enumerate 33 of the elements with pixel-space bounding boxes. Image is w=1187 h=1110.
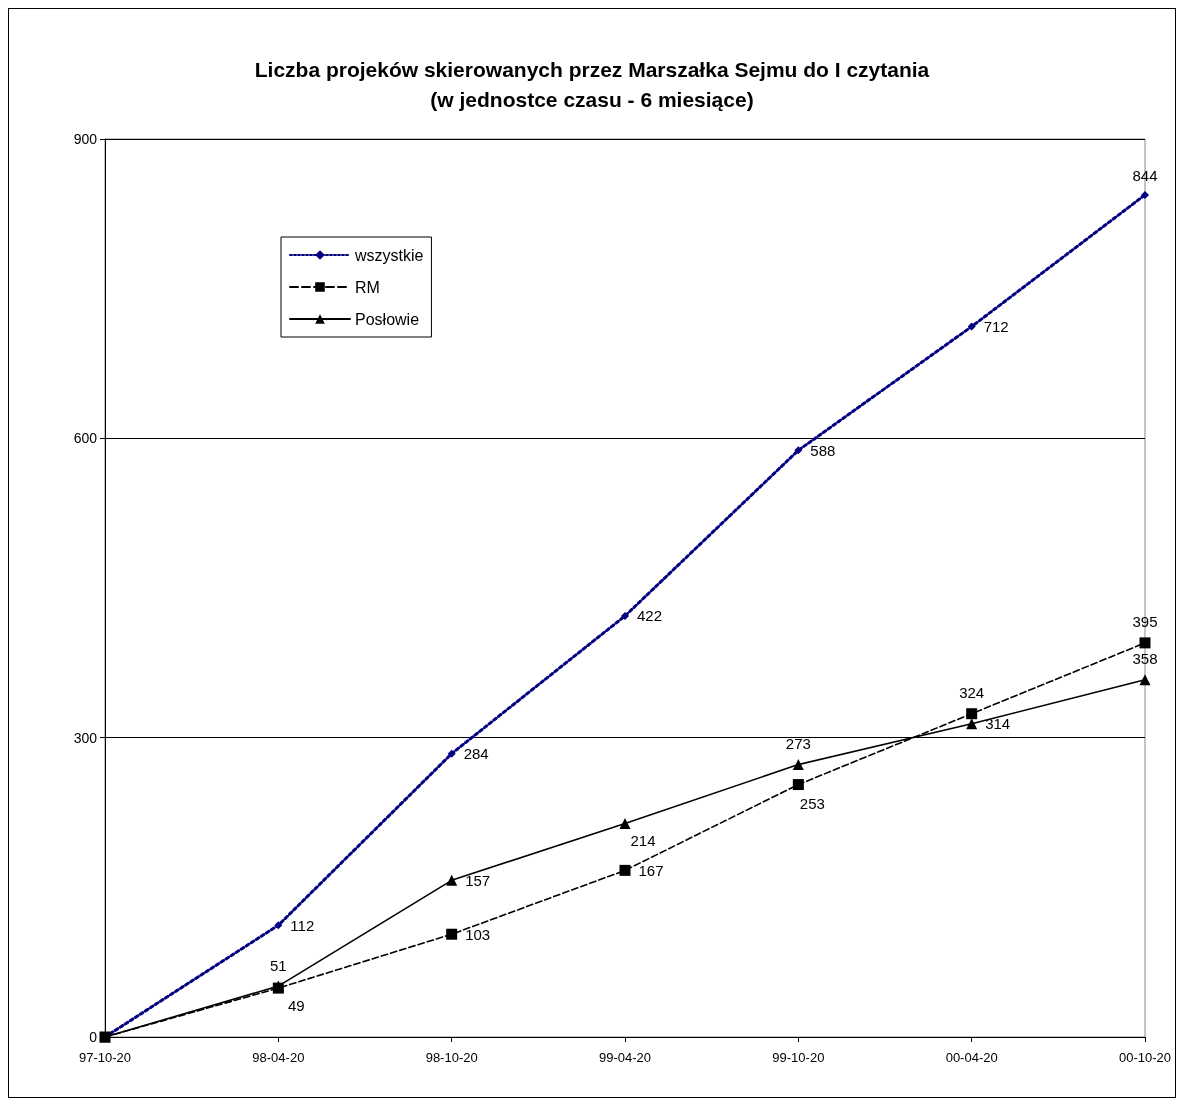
data-label: 157 [465, 871, 491, 889]
data-label: 49 [287, 996, 305, 1014]
data-label: 112 [290, 916, 315, 934]
y-tick-label: 300 [73, 729, 98, 746]
y-tick-label: 600 [73, 430, 98, 447]
data-label: 273 [785, 735, 811, 753]
data-label: 588 [810, 441, 836, 459]
data-label: 214 [630, 831, 656, 849]
legend-label: Posłowie [355, 310, 420, 328]
data-label: 253 [799, 795, 825, 813]
x-tick-label: 00-04-20 [945, 1050, 998, 1065]
x-tick-label: 99-04-20 [598, 1050, 652, 1065]
data-label: 395 [1132, 613, 1158, 631]
chart-title: Liczba projeków skierowanych przez Marszałka Sejmu do I czytania (w jednostce czasu - 6 miesiące) [254, 57, 930, 111]
data-label: 712 [983, 318, 1009, 336]
data-label: 284 [463, 745, 489, 763]
data-label: 314 [985, 715, 1011, 733]
data-label: 167 [638, 861, 664, 879]
y-tick-label: 0 [89, 1029, 98, 1045]
x-tick-label: 97-10-20 [78, 1050, 132, 1065]
data-label: 844 [1132, 166, 1158, 184]
legend-label: RM [355, 278, 380, 296]
x-tick-label: 99-10-20 [772, 1050, 825, 1065]
data-label: 358 [1132, 650, 1158, 668]
y-tick-label: 900 [73, 131, 98, 147]
x-tick-label: 00-10-20 [1118, 1050, 1172, 1065]
data-label: 324 [959, 684, 985, 702]
legend-label: wszystkie [354, 246, 424, 264]
data-label: 422 [637, 607, 663, 625]
data-label: 103 [465, 925, 491, 943]
x-tick-label: 98-10-20 [425, 1050, 478, 1065]
data-label: 51 [269, 956, 287, 974]
x-tick-label: 98-04-20 [252, 1050, 305, 1065]
